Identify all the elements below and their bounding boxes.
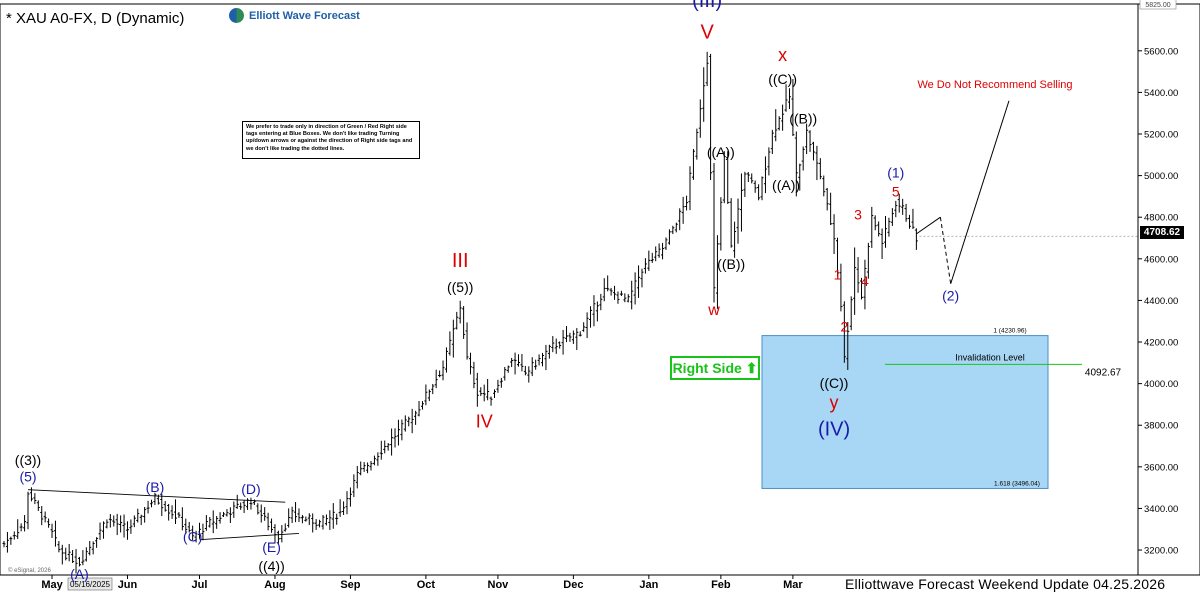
wave-label: ((A))	[707, 144, 735, 160]
y-tick-label: 4400.00	[1144, 296, 1178, 307]
up-arrow-icon: ⬆	[745, 360, 758, 376]
date-box	[67, 577, 113, 591]
wave-label: ((B))	[789, 111, 817, 127]
x-tick-label: Nov	[488, 579, 510, 591]
price-axis	[1137, 3, 1200, 576]
wave-label: y	[830, 393, 839, 413]
wave-label: x	[778, 45, 787, 65]
wave-label: 1	[834, 267, 842, 283]
y-tick-label: 5600.00	[1144, 46, 1178, 57]
wave-label: ((C))	[768, 71, 797, 87]
wave-label: (E)	[262, 539, 281, 555]
right-side-label: Right Side	[672, 360, 742, 376]
invalidation-label: Invalidation Level	[955, 352, 1025, 362]
wave-label: (1)	[887, 165, 904, 181]
wave-label: (C)	[183, 529, 202, 545]
x-tick-label: Feb	[711, 579, 731, 591]
wave-label: ((C))	[820, 375, 849, 391]
projection-pullback-dashed	[939, 217, 952, 284]
wave-label: ((B))	[717, 256, 745, 272]
esignal-credit: © eSignal, 2026	[8, 567, 51, 574]
y-tick-label: 4200.00	[1144, 338, 1178, 349]
x-tick-label: Dec	[563, 579, 583, 591]
wave-label: V	[700, 21, 714, 43]
wave-label: III	[452, 250, 469, 272]
wave-label: ((5))	[447, 279, 473, 295]
x-tick-label: Sep	[340, 579, 360, 591]
wave-label: 4	[861, 273, 869, 289]
y-tick-label: 5825.00	[1145, 2, 1170, 9]
y-tick-label: 4000.00	[1144, 379, 1178, 390]
brand-logo: Elliott Wave Forecast	[229, 8, 360, 23]
y-tick-label: 3400.00	[1144, 504, 1178, 515]
blue-box-top-label: 1 (4230.96)	[993, 328, 1026, 335]
wave-label: 2	[840, 319, 848, 335]
blue-box-zone	[761, 335, 1049, 489]
right-side-tag: Right Side ⬆	[670, 356, 760, 380]
wave-label: 5	[892, 183, 900, 199]
wave-label: IV	[476, 411, 493, 431]
wave-label: (2)	[942, 287, 959, 303]
y-tick-label: 5400.00	[1144, 88, 1178, 99]
invalidation-value: 4092.67	[1085, 367, 1122, 378]
y-tick-top-box	[1139, 0, 1177, 10]
wave-label: 3	[854, 206, 862, 222]
x-tick-label: Oct	[417, 579, 436, 591]
wave-label: (IV)	[818, 419, 850, 441]
x-tick-label: May	[41, 579, 63, 591]
wave-label: ((4))	[258, 558, 284, 574]
y-tick-label: 5200.00	[1144, 130, 1178, 141]
y-tick-label: 5000.00	[1144, 171, 1178, 182]
wave-label: (III)	[692, 0, 722, 12]
no-sell-annotation: We Do Not Recommend Selling	[917, 79, 1072, 91]
wave-label: ((A))	[772, 177, 800, 193]
wave-label: (5)	[19, 468, 36, 484]
y-tick-label: 3200.00	[1144, 546, 1178, 557]
x-tick-label: Jun	[118, 579, 138, 591]
y-tick-label: 4600.00	[1144, 254, 1178, 265]
brand-name: Elliott Wave Forecast	[249, 9, 360, 22]
symbol-title: * XAU A0-FX, D (Dynamic)	[6, 10, 185, 27]
wave-label: (B)	[146, 479, 165, 495]
wave-label: (D)	[241, 481, 260, 497]
x-tick-label: Mar	[783, 579, 803, 591]
y-tick-label: 3600.00	[1144, 462, 1178, 473]
blue-box-bottom-label: 1.618 (3496.04)	[994, 480, 1040, 487]
date-box-label: 05/16/2025	[70, 580, 111, 589]
y-tick-label: 4800.00	[1144, 213, 1178, 224]
wave-label: w	[707, 302, 720, 319]
projection-rally-line	[950, 100, 1010, 284]
x-tick-label: Aug	[264, 579, 285, 591]
last-price-tag: 4708.62	[1140, 226, 1184, 239]
y-tick-label: 3800.00	[1144, 421, 1178, 432]
ewf-logo-icon	[229, 8, 244, 23]
projection-up-segment	[916, 216, 941, 235]
strategy-note: We prefer to trade only in direction of …	[242, 121, 420, 159]
triangle-lower-line	[199, 532, 300, 541]
footer-update: Elliottwave Forecast Weekend Update 04.2…	[845, 576, 1166, 592]
triangle-upper-line	[27, 489, 286, 503]
x-tick-label: Jul	[192, 579, 208, 591]
wave-label: (A)	[70, 566, 89, 582]
wave-label: ((3))	[15, 452, 41, 468]
x-tick-label: Jan	[639, 579, 658, 591]
